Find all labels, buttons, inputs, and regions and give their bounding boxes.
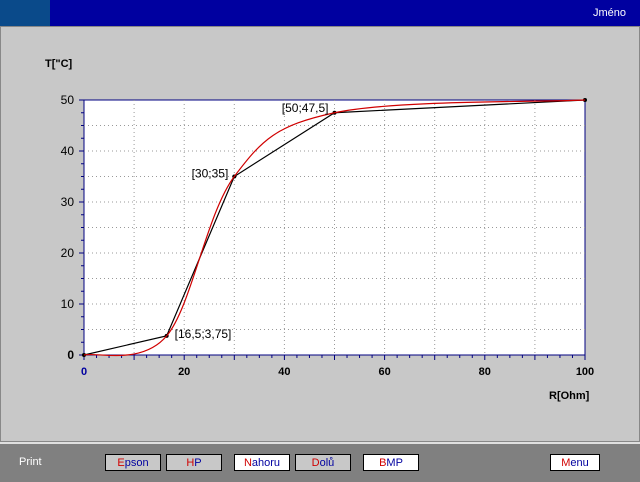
point-annotation: [30;35] <box>192 167 229 181</box>
title-bar: Jméno <box>0 0 640 26</box>
x-tick-label: 100 <box>576 366 594 378</box>
y-tick-label: 0 <box>67 348 74 362</box>
app-logo <box>0 0 50 26</box>
button-hotkey: B <box>379 457 387 469</box>
dolu-button[interactable]: Dolů <box>295 454 351 471</box>
button-hotkey: N <box>243 457 252 469</box>
user-name-label: Jméno <box>592 7 626 19</box>
epson-button[interactable]: Epson <box>105 454 161 471</box>
x-tick-label: 60 <box>378 366 390 378</box>
bmp-button[interactable]: BMP <box>363 454 419 471</box>
bottom-toolbar: Print Epson HP Nahoru Dolů BMP Menu <box>0 442 640 482</box>
y-tick-label: 40 <box>61 144 75 158</box>
button-label: enu <box>570 457 589 469</box>
x-tick-label: 20 <box>178 366 190 378</box>
series-line-fit <box>83 99 586 357</box>
x-tick-label: 0 <box>81 366 87 378</box>
x-tick-label: 40 <box>278 366 290 378</box>
y-tick-label: 30 <box>61 195 75 209</box>
x-tick-label: 80 <box>479 366 491 378</box>
button-label: ahoru <box>251 457 281 469</box>
button-hotkey: M <box>561 457 571 469</box>
print-label: Print <box>19 456 42 468</box>
hp-button[interactable]: HP <box>166 454 222 471</box>
x-axis-label: R[Ohm] <box>549 390 590 402</box>
y-tick-label: 50 <box>61 93 75 107</box>
button-label: P <box>194 457 202 469</box>
point-annotation: [50;47,5] <box>282 101 329 115</box>
button-label: olů <box>319 457 335 469</box>
y-tick-label: 20 <box>61 246 75 260</box>
button-hotkey: H <box>186 457 195 469</box>
button-hotkey: E <box>117 457 125 469</box>
button-label: MP <box>386 457 403 469</box>
y-tick-label: 10 <box>61 297 75 311</box>
menu-button[interactable]: Menu <box>550 454 600 471</box>
chart: 0 20 40 60 80 100 0 10 20 30 40 50 [16,5;3,75] [30;35… <box>61 93 595 378</box>
point-annotation: [16,5;3,75] <box>175 327 232 341</box>
nahoru-button[interactable]: Nahoru <box>234 454 290 471</box>
button-label: pson <box>124 457 149 469</box>
button-hotkey: D <box>311 457 320 469</box>
y-axis-label: T["C] <box>45 58 73 70</box>
